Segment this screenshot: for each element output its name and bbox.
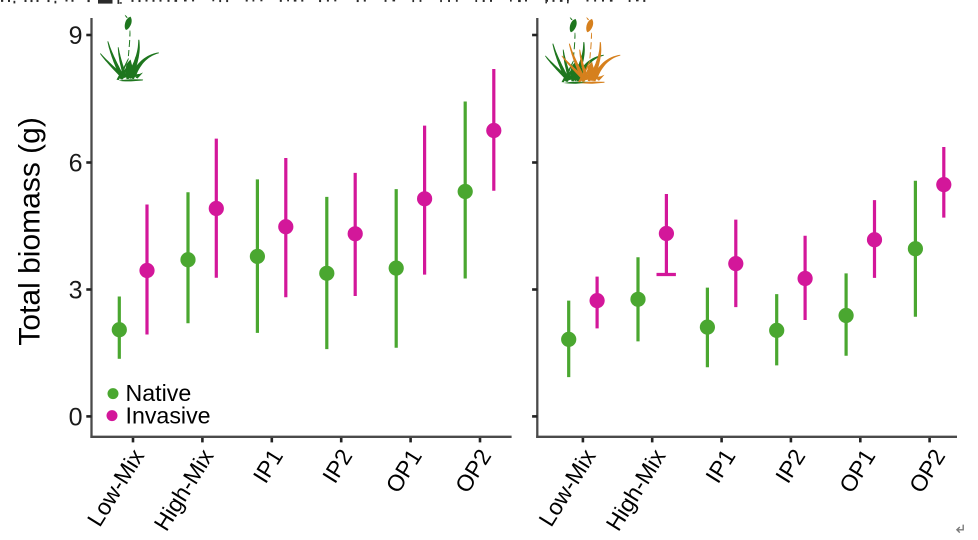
svg-text:Native: Native xyxy=(126,380,192,406)
svg-text:Total biomass (g): Total biomass (g) xyxy=(14,117,47,345)
svg-text:6: 6 xyxy=(69,149,83,177)
svg-text:0: 0 xyxy=(69,403,83,431)
svg-text:Invasive: Invasive xyxy=(126,402,211,428)
svg-text:3: 3 xyxy=(69,276,83,304)
svg-text:9: 9 xyxy=(69,22,83,50)
